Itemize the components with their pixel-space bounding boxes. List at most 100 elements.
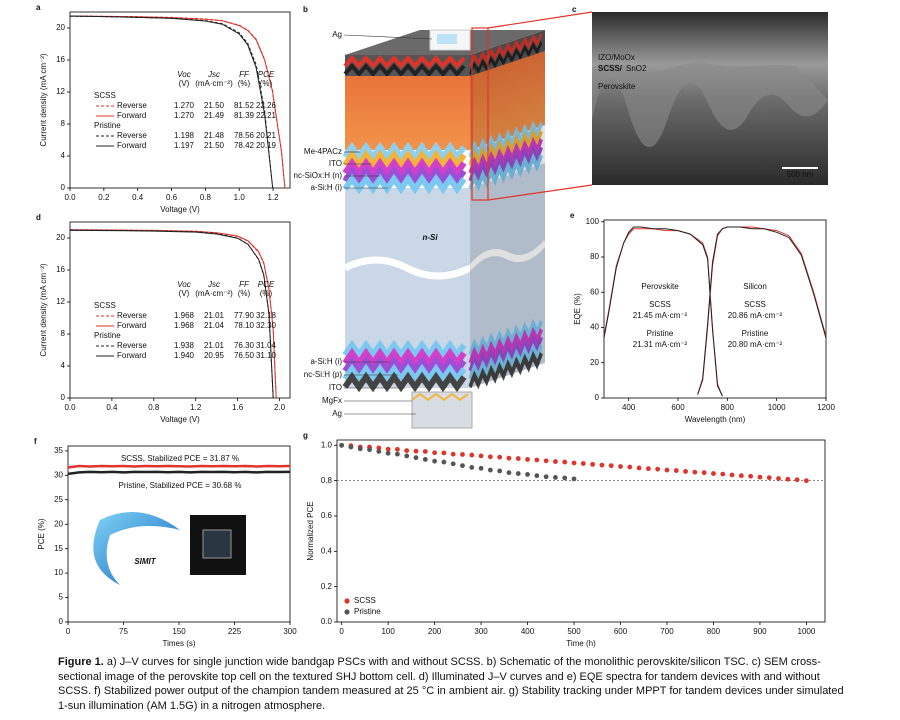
sem-label: SCSS/	[598, 64, 623, 73]
table-cell: 81.39	[234, 111, 255, 120]
point	[497, 468, 503, 474]
table-cell: 22.26	[256, 101, 277, 110]
layer-zigzag	[343, 54, 466, 70]
y-tick-label: 15	[54, 544, 63, 553]
caption-text: a) J–V curves for single junction wide b…	[58, 656, 844, 712]
panel-label: d	[36, 213, 41, 222]
table-unit: (mA·cm⁻²)	[195, 79, 233, 88]
series-line	[69, 229, 274, 399]
ag-bottom-zig	[411, 392, 469, 402]
y-tick-label: 0.4	[321, 546, 333, 555]
point	[571, 460, 577, 466]
point	[413, 455, 419, 461]
layer-zigzag	[342, 355, 467, 377]
table-cell: 76.50	[234, 351, 255, 360]
point	[441, 459, 447, 465]
x-axis-label: Times (s)	[162, 639, 195, 648]
sem-texture	[592, 62, 828, 148]
point	[645, 466, 651, 472]
point	[599, 462, 605, 468]
point	[534, 473, 540, 479]
series-line	[67, 470, 291, 476]
table-cell: 78.10	[234, 321, 255, 330]
point	[580, 461, 586, 466]
table-header: FF	[239, 280, 250, 289]
point	[738, 473, 744, 479]
legend-label: SCSS	[354, 596, 376, 605]
point	[395, 451, 400, 457]
table-cell: 21.50	[204, 141, 225, 150]
point	[422, 449, 428, 454]
point	[450, 461, 456, 467]
point	[460, 452, 465, 457]
y-axis-label: EQE (%)	[573, 293, 582, 325]
table-series-name: Forward	[117, 141, 146, 150]
point	[711, 471, 716, 476]
x-tick-label: 0.4	[132, 193, 144, 202]
table-header: Jsc	[207, 70, 220, 79]
point	[720, 471, 726, 477]
layer-label: a-Si:H (i)	[310, 357, 342, 366]
point	[534, 457, 540, 463]
point	[692, 469, 698, 475]
legend-label: Pristine	[354, 607, 381, 616]
point	[385, 446, 391, 452]
y-tick-label: 0	[61, 393, 66, 402]
point	[553, 459, 558, 464]
table-header: Voc	[177, 70, 191, 79]
y-tick-label: 20	[590, 358, 599, 367]
x-tick-label: 700	[660, 627, 674, 636]
x-tick-label: 300	[474, 627, 488, 636]
y-axis-label: Current density (mA cm⁻²)	[39, 53, 48, 146]
y-tick-label: 1.0	[321, 440, 333, 449]
table-cell: 21.49	[204, 111, 225, 120]
x-tick-label: 0.4	[106, 403, 118, 412]
x-tick-label: 0.8	[148, 403, 160, 412]
layer-zigzag	[342, 141, 467, 163]
y-tick-label: 16	[56, 265, 65, 274]
x-tick-label: 500	[567, 627, 581, 636]
point	[450, 451, 456, 457]
point	[525, 472, 530, 477]
y-tick-label: 30	[54, 470, 63, 479]
logo-text: SIMIT	[134, 557, 156, 566]
y-tick-label: 0	[595, 393, 600, 402]
annotation: 21.31 mA·cm⁻²	[633, 340, 688, 349]
x-tick-label: 225	[228, 627, 242, 636]
series-line	[69, 15, 286, 189]
x-tick-label: 0.6	[166, 193, 178, 202]
wave	[343, 256, 472, 280]
table-cell: 81.52	[234, 101, 255, 110]
point	[627, 464, 633, 470]
ag-top-blue	[437, 34, 457, 44]
point	[487, 454, 493, 460]
point	[618, 464, 623, 469]
point	[571, 476, 577, 482]
table-group: Pristine	[94, 121, 121, 130]
layer-label: ITO	[329, 383, 342, 392]
annotation: Pristine	[647, 329, 674, 338]
point	[748, 473, 754, 479]
table-header: PCE	[258, 280, 275, 289]
plot-frame	[69, 11, 291, 189]
x-tick-label: 0.2	[98, 193, 110, 202]
schematic-front	[342, 54, 472, 393]
point	[636, 465, 642, 471]
layer-zigzag	[342, 347, 467, 369]
x-tick-label: 1200	[817, 403, 835, 412]
point	[404, 453, 410, 459]
table-series-name: Reverse	[117, 101, 147, 110]
point	[469, 452, 475, 458]
x-tick-label: 800	[707, 627, 721, 636]
table-unit: (mA·cm⁻²)	[195, 289, 233, 298]
table-series-name: Reverse	[117, 311, 147, 320]
point	[515, 471, 521, 476]
y-tick-label: 0.0	[321, 617, 333, 626]
table-unit: (%)	[260, 79, 273, 88]
point	[432, 458, 437, 464]
x-tick-label: 1000	[768, 403, 786, 412]
leader-line	[343, 34, 433, 40]
x-tick-label: 0.0	[64, 403, 76, 412]
point	[487, 467, 493, 473]
x-tick-label: 200	[428, 627, 442, 636]
